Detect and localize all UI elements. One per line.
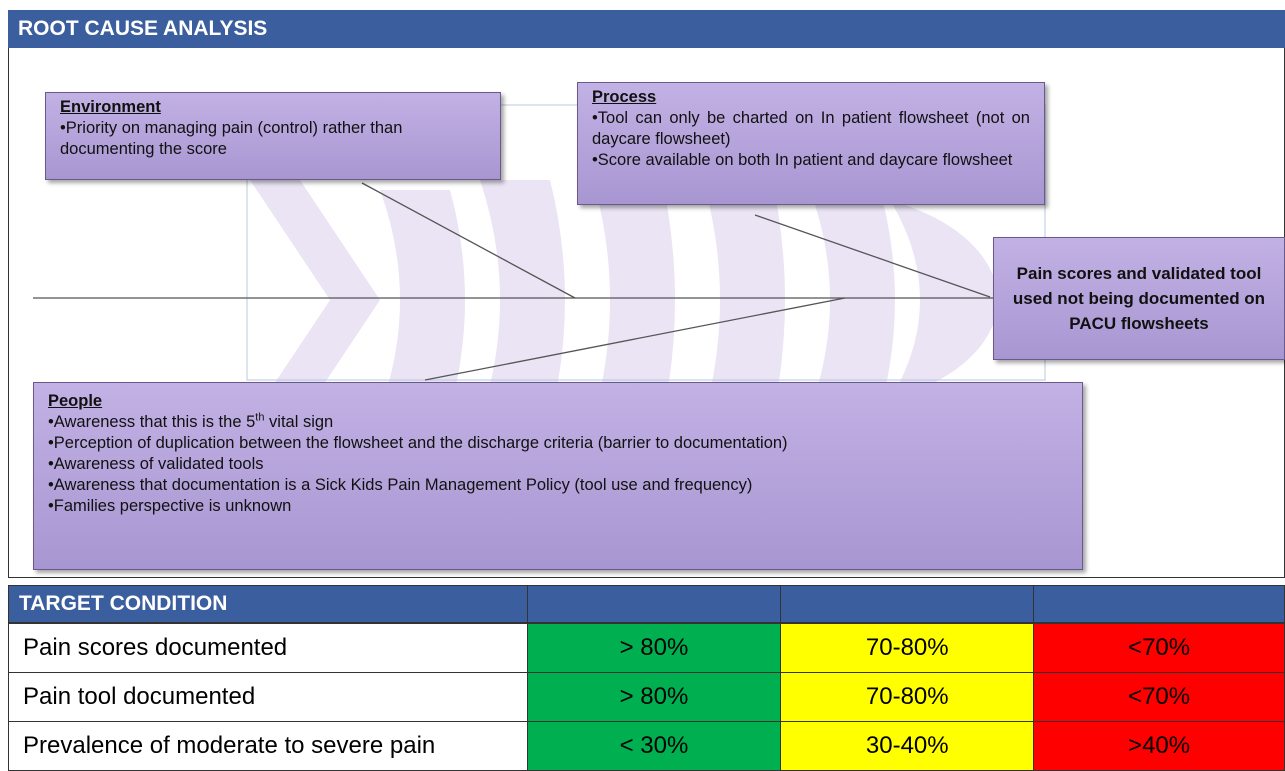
item-text: vital sign xyxy=(264,413,334,431)
bone xyxy=(424,297,846,381)
table-row: Pain scores documented > 80% 70-80% <70% xyxy=(8,622,1285,673)
row-label: Prevalence of moderate to severe pain xyxy=(8,721,528,771)
fish-watermark xyxy=(250,170,1000,430)
table-header: TARGET CONDITION xyxy=(8,585,1285,624)
table-title: TARGET CONDITION xyxy=(8,585,528,624)
box-item: Tool can only be charted on In patient f… xyxy=(592,108,1030,150)
effect-box: Pain scores and validated tool used not … xyxy=(993,237,1285,360)
process-box: Process Tool can only be charted on In p… xyxy=(577,82,1045,205)
environment-box: Environment Priority on managing pain (c… xyxy=(45,92,501,180)
threshold-cell: > 80% xyxy=(526,622,782,673)
box-item: Awareness of validated tools xyxy=(48,454,1068,475)
box-title: People xyxy=(48,392,103,410)
table-row: Prevalence of moderate to severe pain < 3… xyxy=(8,721,1285,771)
bones xyxy=(33,182,993,381)
box-item: Families perspective is unknown xyxy=(48,496,1068,517)
header-cell xyxy=(780,585,1035,624)
box-item: Priority on managing pain (control) rath… xyxy=(60,118,486,160)
box-item: Awareness that this is the 5th vital sig… xyxy=(48,412,1068,433)
people-box: People Awareness that this is the 5th vi… xyxy=(33,382,1083,570)
threshold-cell: >40% xyxy=(1033,721,1285,771)
threshold-cell: <70% xyxy=(1033,622,1285,673)
threshold-cell: < 30% xyxy=(526,721,782,771)
effect-text: Pain scores and validated tool used not … xyxy=(1012,264,1266,333)
threshold-cell: > 80% xyxy=(526,672,782,722)
box-item: Perception of duplication between the fl… xyxy=(48,433,1068,454)
box-item: Awareness that documentation is a Sick K… xyxy=(48,475,1068,496)
box-title: Environment xyxy=(60,98,161,116)
threshold-cell: 70-80% xyxy=(780,622,1035,673)
table-row: Pain tool documented > 80% 70-80% <70% xyxy=(8,672,1285,722)
header-cell xyxy=(1033,585,1285,624)
box-title: Process xyxy=(592,88,657,106)
table-body: Pain scores documented > 80% 70-80% <70% Pai… xyxy=(8,622,1285,771)
item-text: Awareness that this is the 5 xyxy=(53,413,256,431)
section-header: ROOT CAUSE ANALYSIS xyxy=(8,10,1285,48)
header-cell xyxy=(526,585,782,624)
threshold-cell: 70-80% xyxy=(780,672,1035,722)
threshold-cell: <70% xyxy=(1033,672,1285,722)
bone xyxy=(361,182,576,299)
box-item: Score available on both In patient and d… xyxy=(592,150,1030,171)
row-label: Pain scores documented xyxy=(8,622,528,673)
superscript: th xyxy=(255,411,265,424)
bone xyxy=(754,214,991,298)
threshold-cell: 30-40% xyxy=(780,721,1035,771)
row-label: Pain tool documented xyxy=(8,672,528,722)
target-table: TARGET CONDITION Pain scores documented >… xyxy=(8,585,1285,771)
